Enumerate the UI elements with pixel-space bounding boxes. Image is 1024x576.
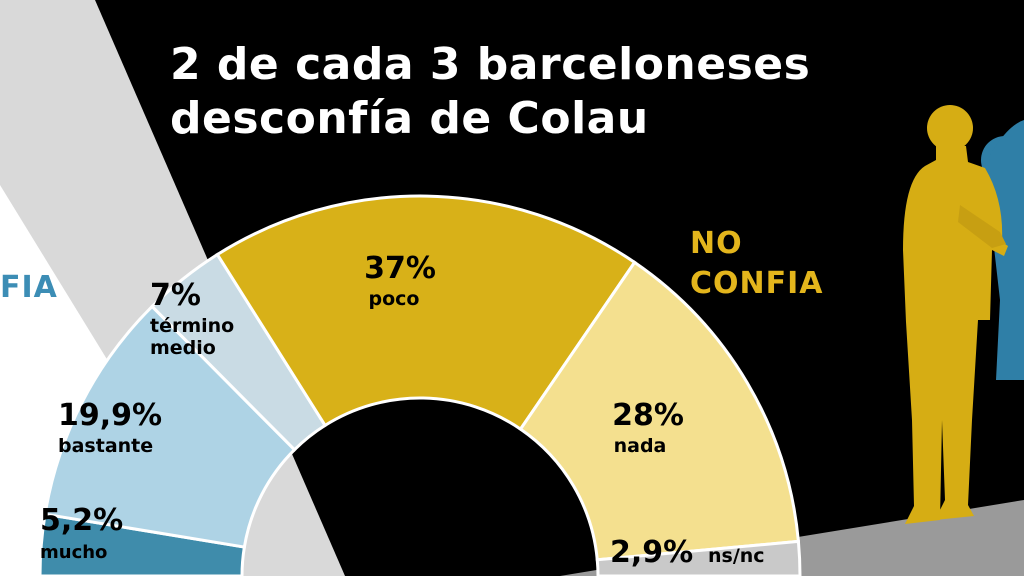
value-label-ns-nc: 2,9% — [610, 535, 693, 570]
value-label-termino-medio: 7% — [150, 278, 201, 313]
people-silhouette — [903, 105, 1024, 524]
category-label-nada: nada — [614, 435, 667, 457]
category-label-ns-nc: ns/nc — [708, 545, 765, 567]
man-silhouette — [903, 105, 1008, 524]
chart-title-line-2: desconfía de Colau — [170, 93, 649, 144]
category-label-mucho: mucho — [40, 542, 107, 563]
donut-slices — [38, 194, 802, 576]
no-confia-label: NO CONFIA — [690, 224, 824, 304]
category-label-bastante: bastante — [58, 435, 153, 457]
no-confia-label-line-1: NO — [690, 226, 743, 261]
chart-title-line-1: 2 de cada 3 barceloneses — [170, 39, 811, 90]
value-label-nada: 28% — [612, 398, 684, 433]
value-label-bastante: 19,9% — [58, 398, 162, 433]
slice-ns-nc — [595, 539, 802, 576]
value-label-mucho: 5,2% — [40, 503, 123, 538]
value-label-poco: 37% — [364, 251, 436, 286]
slice-nada — [518, 260, 801, 562]
confia-label: FIA — [0, 270, 58, 305]
no-confia-label-line-2: CONFIA — [690, 266, 824, 301]
category-label-termino-medio-1: término — [150, 315, 234, 337]
category-label-termino-medio-2: medio — [150, 337, 216, 359]
chart-title: 2 de cada 3 barceloneses desconfía de Co… — [170, 38, 810, 146]
slice-poco — [215, 194, 637, 432]
category-label-poco: poco — [369, 288, 420, 310]
